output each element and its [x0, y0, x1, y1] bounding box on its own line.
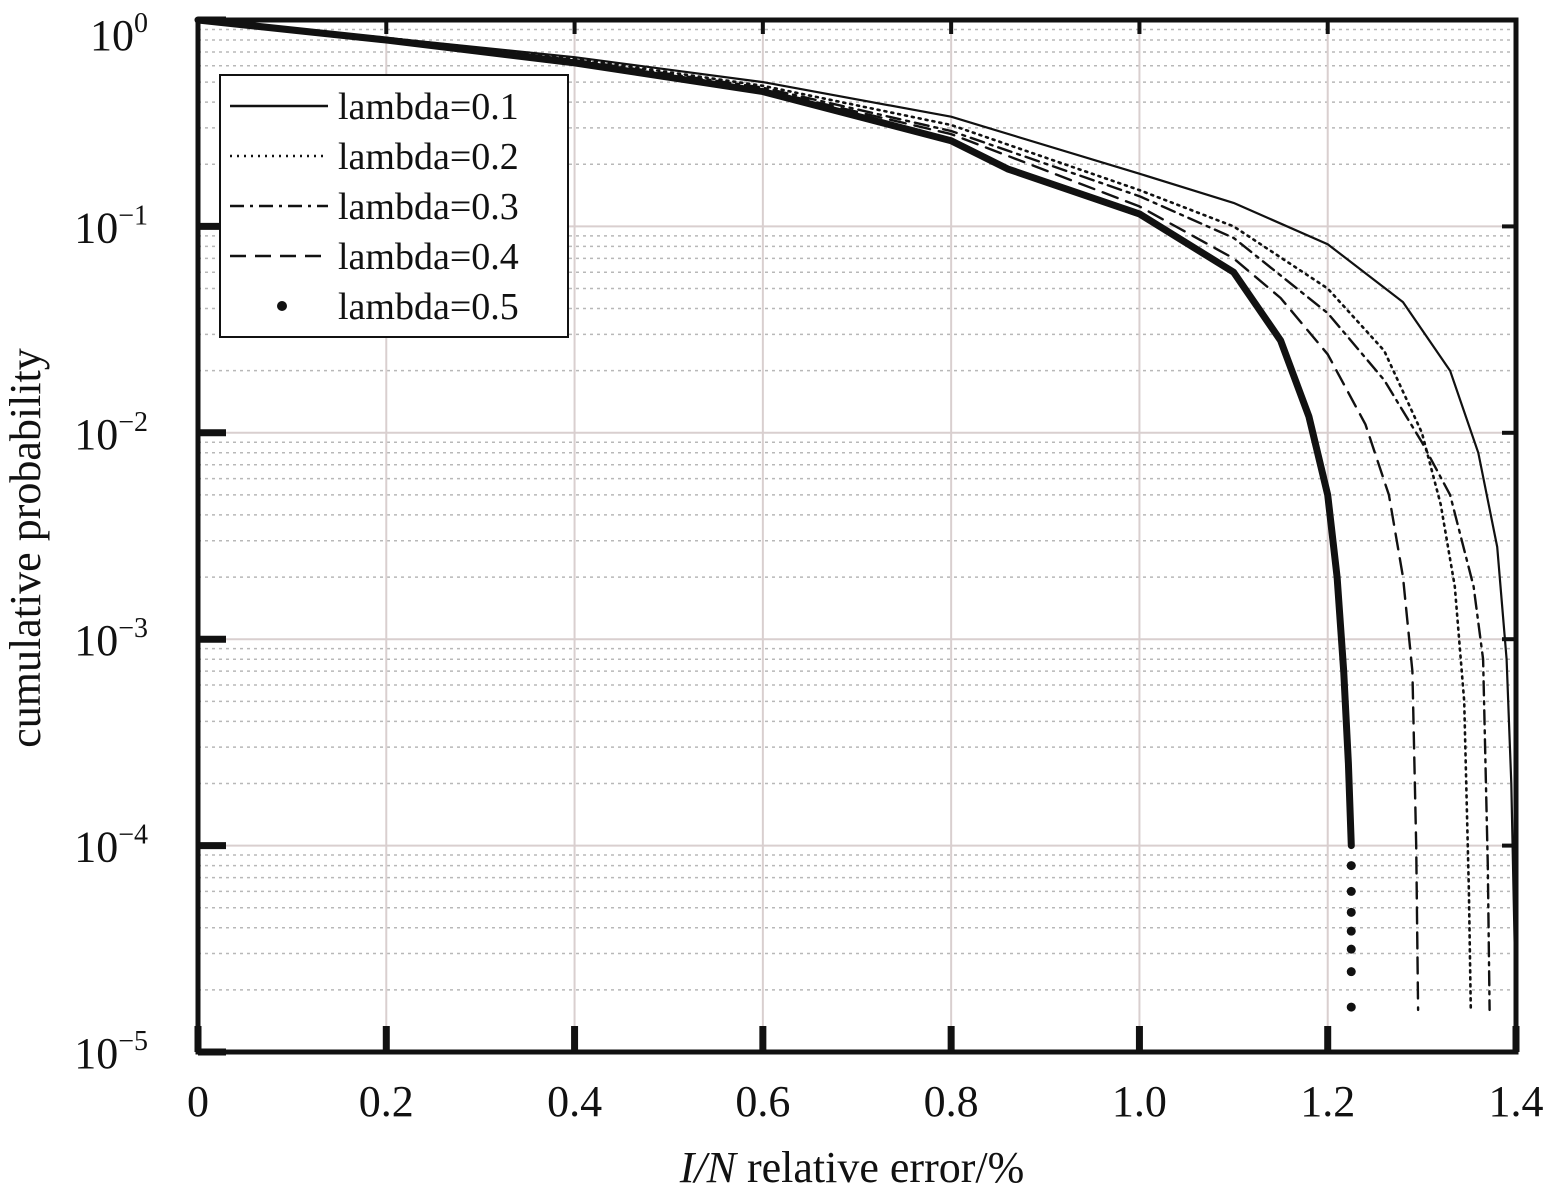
legend: lambda=0.1 lambda=0.2 lambda=0.3 lambda=0.4…	[219, 74, 569, 338]
x-axis-title: I/N relative error/%	[679, 1143, 1025, 1192]
series-line-2	[196, 18, 1473, 1012]
series-line-4	[196, 18, 1420, 1012]
legend-label-4: lambda=0.4	[338, 236, 519, 278]
x-tick-label: 0.2	[359, 1077, 414, 1126]
x-tick-label: 1.0	[1112, 1077, 1167, 1126]
x-tick-label: 0.6	[735, 1077, 790, 1126]
series-point-5	[1346, 907, 1356, 917]
series-line-5	[194, 16, 1355, 850]
x-axis-title-italic: I/N	[679, 1143, 739, 1192]
legend-label-2: lambda=0.2	[338, 136, 519, 178]
y-tick-label: 100	[90, 8, 148, 60]
legend-box	[219, 74, 569, 338]
series-point-5	[1346, 944, 1356, 954]
x-tick-label: 0	[187, 1077, 209, 1126]
y-tick-label: 10−2	[74, 407, 148, 459]
x-tick-labels: 0 0.2 0.4 0.6 0.8 1.0 1.2 1.4	[187, 1077, 1544, 1126]
series-point-5	[1346, 886, 1356, 896]
y-tick-label: 10−3	[74, 613, 148, 665]
y-tick-labels: 100 10−1 10−2 10−3 10−4 10−5	[74, 8, 148, 1078]
x-axis-title-rest: relative error/%	[736, 1143, 1024, 1192]
series-point-5	[1346, 861, 1356, 871]
ticks	[194, 16, 1520, 1056]
x-tick-label: 1.2	[1300, 1077, 1355, 1126]
y-tick-label: 10−5	[74, 1026, 148, 1078]
y-tick-label: 10−4	[74, 820, 148, 872]
series-layer	[194, 16, 1518, 1012]
x-tick-label: 0.8	[924, 1077, 979, 1126]
x-tick-label: 0.4	[547, 1077, 602, 1126]
plot-frame	[195, 17, 1519, 1055]
series-line-1	[196, 18, 1518, 1011]
legend-label-3: lambda=0.3	[338, 186, 519, 228]
series-point-5	[1346, 1002, 1356, 1012]
legend-marker-5	[277, 301, 287, 311]
y-tick-label: 10−1	[74, 200, 148, 252]
legend-label-5: lambda=0.5	[338, 286, 519, 328]
legend-label-1: lambda=0.1	[338, 86, 519, 128]
series-point-5	[1346, 926, 1356, 936]
y-axis-title: cumulative probability	[1, 348, 50, 748]
x-tick-label: 1.4	[1489, 1077, 1544, 1126]
series-point-5	[1346, 967, 1356, 977]
